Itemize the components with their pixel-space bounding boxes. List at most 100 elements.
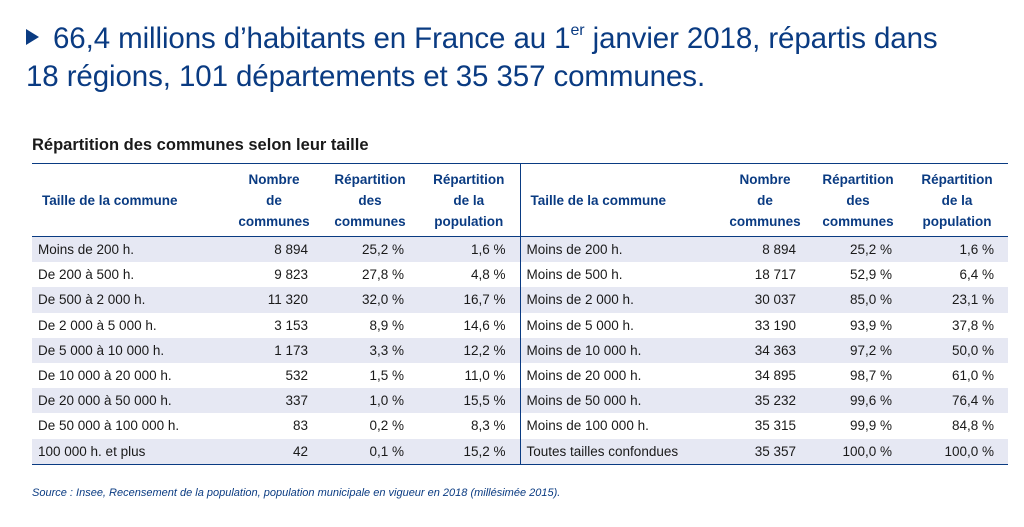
header-count-right: Nombre de communes (720, 163, 810, 237)
cell-count-left: 42 (226, 438, 322, 465)
header-share-population-right: Répartition de la population (906, 163, 1008, 237)
cell-share-communes-left: 1,0 % (322, 388, 418, 414)
cell-share-population-left: 15,5 % (418, 388, 520, 414)
cell-size-left: De 5 000 à 10 000 h. (32, 337, 226, 363)
cell-share-communes-right: 52,9 % (849, 267, 892, 283)
table-row: De 20 000 à 50 000 h. 337 1,0 % 15,5 % Moins… (32, 388, 1008, 414)
cell-share-communes-left: 27,8 % (361, 267, 404, 283)
cell-share-population-left: 14,6 % (463, 317, 506, 333)
cell-size-right: Moins de 20 000 h. (519, 362, 720, 389)
table-row: De 500 à 2 000 h. 11 320 32,0 % 16,7 % Moins… (32, 287, 1008, 313)
cell-size-right: Moins de 50 000 h. (519, 388, 720, 414)
cell-count-right: 35 357 (720, 438, 810, 465)
headline-part1: 66,4 millions d’habitants en France au 1 (53, 22, 571, 55)
cell-share-communes-left: 0,2 % (369, 418, 404, 434)
cell-share-population-left: 12,2 % (418, 337, 520, 363)
cell-share-communes-right: 25,2 % (810, 236, 906, 263)
cell-size-left: Moins de 200 h. (32, 236, 226, 263)
cell-size-left: De 10 000 à 20 000 h. (38, 368, 172, 384)
cell-share-population-right: 37,8 % (951, 317, 994, 333)
cell-count-left: 83 (292, 418, 308, 434)
header-size-left: Taille de la commune (32, 163, 226, 237)
cell-share-communes-right: 97,2 % (810, 337, 906, 363)
cell-share-population-left: 15,2 % (418, 438, 520, 465)
cell-size-left: De 20 000 à 50 000 h. (32, 388, 226, 414)
cell-share-population-left: 16,7 % (418, 287, 520, 313)
cell-share-communes-left: 0,1 % (322, 438, 418, 465)
header-share-communes-left: Répartition des communes (322, 163, 418, 237)
cell-size-right: Moins de 5 000 h. (519, 312, 720, 338)
cell-share-communes-left: 25,2 % (322, 236, 418, 263)
cell-size-left: De 2 000 à 5 000 h. (38, 317, 157, 333)
cell-share-communes-right: 99,6 % (810, 388, 906, 414)
cell-count-right: 35 232 (720, 388, 810, 414)
cell-count-left: 8 894 (226, 236, 322, 263)
table-header-row: Taille de la commune Nombre de communes Ré… (32, 163, 1008, 237)
cell-share-population-right: 6,4 % (959, 267, 994, 283)
headline-part2: janvier 2018, répartis dans (584, 22, 938, 55)
cell-share-population-right: 84,8 % (951, 418, 994, 434)
cell-share-population-right: 23,1 % (906, 287, 1008, 313)
cell-count-left: 1 173 (226, 337, 322, 363)
cell-count-left: 11 320 (226, 287, 322, 313)
cell-count-left: 9 823 (274, 267, 308, 283)
cell-count-right: 8 894 (720, 236, 810, 263)
table-title: Répartition des communes selon leur tail… (32, 136, 369, 154)
header-count-left: Nombre de communes (226, 163, 322, 237)
cell-share-population-left: 11,0 % (464, 368, 506, 384)
cell-share-communes-right: 98,7 % (849, 368, 892, 384)
cell-size-right: Moins de 100 000 h. (519, 413, 720, 439)
cell-share-communes-left: 3,3 % (322, 337, 418, 363)
cell-size-right: Toutes tailles confondues (519, 438, 720, 465)
cell-count-left: 337 (226, 388, 322, 414)
triangle-bullet-icon (26, 29, 39, 45)
table-body: Moins de 200 h. 8 894 25,2 % 1,6 % Moins de … (32, 236, 1008, 465)
cell-share-population-right: 100,0 % (906, 438, 1008, 465)
cell-share-communes-left: 1,5 % (369, 368, 404, 384)
cell-count-right: 18 717 (754, 267, 796, 283)
cell-size-right: Moins de 200 h. (519, 236, 720, 263)
cell-share-population-right: 61,0 % (951, 368, 994, 384)
cell-count-right: 30 037 (720, 287, 810, 313)
cell-count-left: 532 (285, 368, 308, 384)
cell-share-communes-right: 85,0 % (810, 287, 906, 313)
cell-share-communes-left: 8,9 % (369, 317, 404, 333)
table-row: De 200 à 500 h. 9 823 27,8 % 4,8 % Moins de … (32, 262, 1008, 288)
table-row: Moins de 200 h. 8 894 25,2 % 1,6 % Moins de … (32, 236, 1008, 263)
cell-size-right: Moins de 500 h. (519, 262, 720, 288)
table-row: 100 000 h. et plus 42 0,1 % 15,2 % Toutes ta… (32, 438, 1008, 465)
cell-count-left: 3 153 (274, 317, 308, 333)
cell-share-communes-right: 100,0 % (810, 438, 906, 465)
header-share-population-left: Répartition de la population (418, 163, 520, 237)
table-row: De 10 000 à 20 000 h. 532 1,5 % 11,0 % Moins… (32, 362, 1008, 389)
header-size-right: Taille de la commune (519, 163, 720, 237)
cell-count-right: 35 315 (754, 418, 796, 434)
cell-size-left: De 50 000 à 100 000 h. (38, 418, 180, 434)
headline-superscript: er (570, 22, 585, 39)
cell-share-population-left: 1,6 % (418, 236, 520, 263)
source-note: Source : Insee, Recensement de la popula… (32, 487, 561, 499)
cell-share-population-right: 76,4 % (906, 388, 1008, 414)
table-row: De 50 000 à 100 000 h. 83 0,2 % 8,3 % Moins … (32, 413, 1008, 439)
cell-share-communes-right: 93,9 % (849, 317, 892, 333)
cell-share-communes-right: 99,9 % (849, 418, 892, 434)
cell-share-population-left: 4,8 % (470, 267, 506, 283)
cell-count-right: 33 190 (754, 317, 796, 333)
cell-share-population-right: 50,0 % (906, 337, 1008, 363)
cell-share-communes-left: 32,0 % (322, 287, 418, 313)
cell-size-left: 100 000 h. et plus (32, 438, 226, 465)
headline-line2: 18 régions, 101 départements et 35 357 c… (26, 60, 706, 93)
cell-count-right: 34 895 (754, 368, 796, 384)
page-headline: 66,4 millions d’habitants en France au 1… (26, 20, 1016, 96)
table-row: De 2 000 à 5 000 h. 3 153 8,9 % 14,6 % Moins… (32, 312, 1008, 338)
table-row: De 5 000 à 10 000 h. 1 173 3,3 % 12,2 % Moin… (32, 337, 1008, 363)
cell-share-population-left: 8,3 % (470, 418, 506, 434)
cell-size-right: Moins de 10 000 h. (519, 337, 720, 363)
cell-size-left: De 200 à 500 h. (38, 267, 135, 283)
cell-size-left: De 500 à 2 000 h. (32, 287, 226, 313)
communes-table: Taille de la commune Nombre de communes Ré… (32, 163, 1008, 465)
header-share-communes-right: Répartition des communes (810, 163, 906, 237)
cell-count-right: 34 363 (720, 337, 810, 363)
cell-size-right: Moins de 2 000 h. (519, 287, 720, 313)
cell-share-population-right: 1,6 % (906, 236, 1008, 263)
